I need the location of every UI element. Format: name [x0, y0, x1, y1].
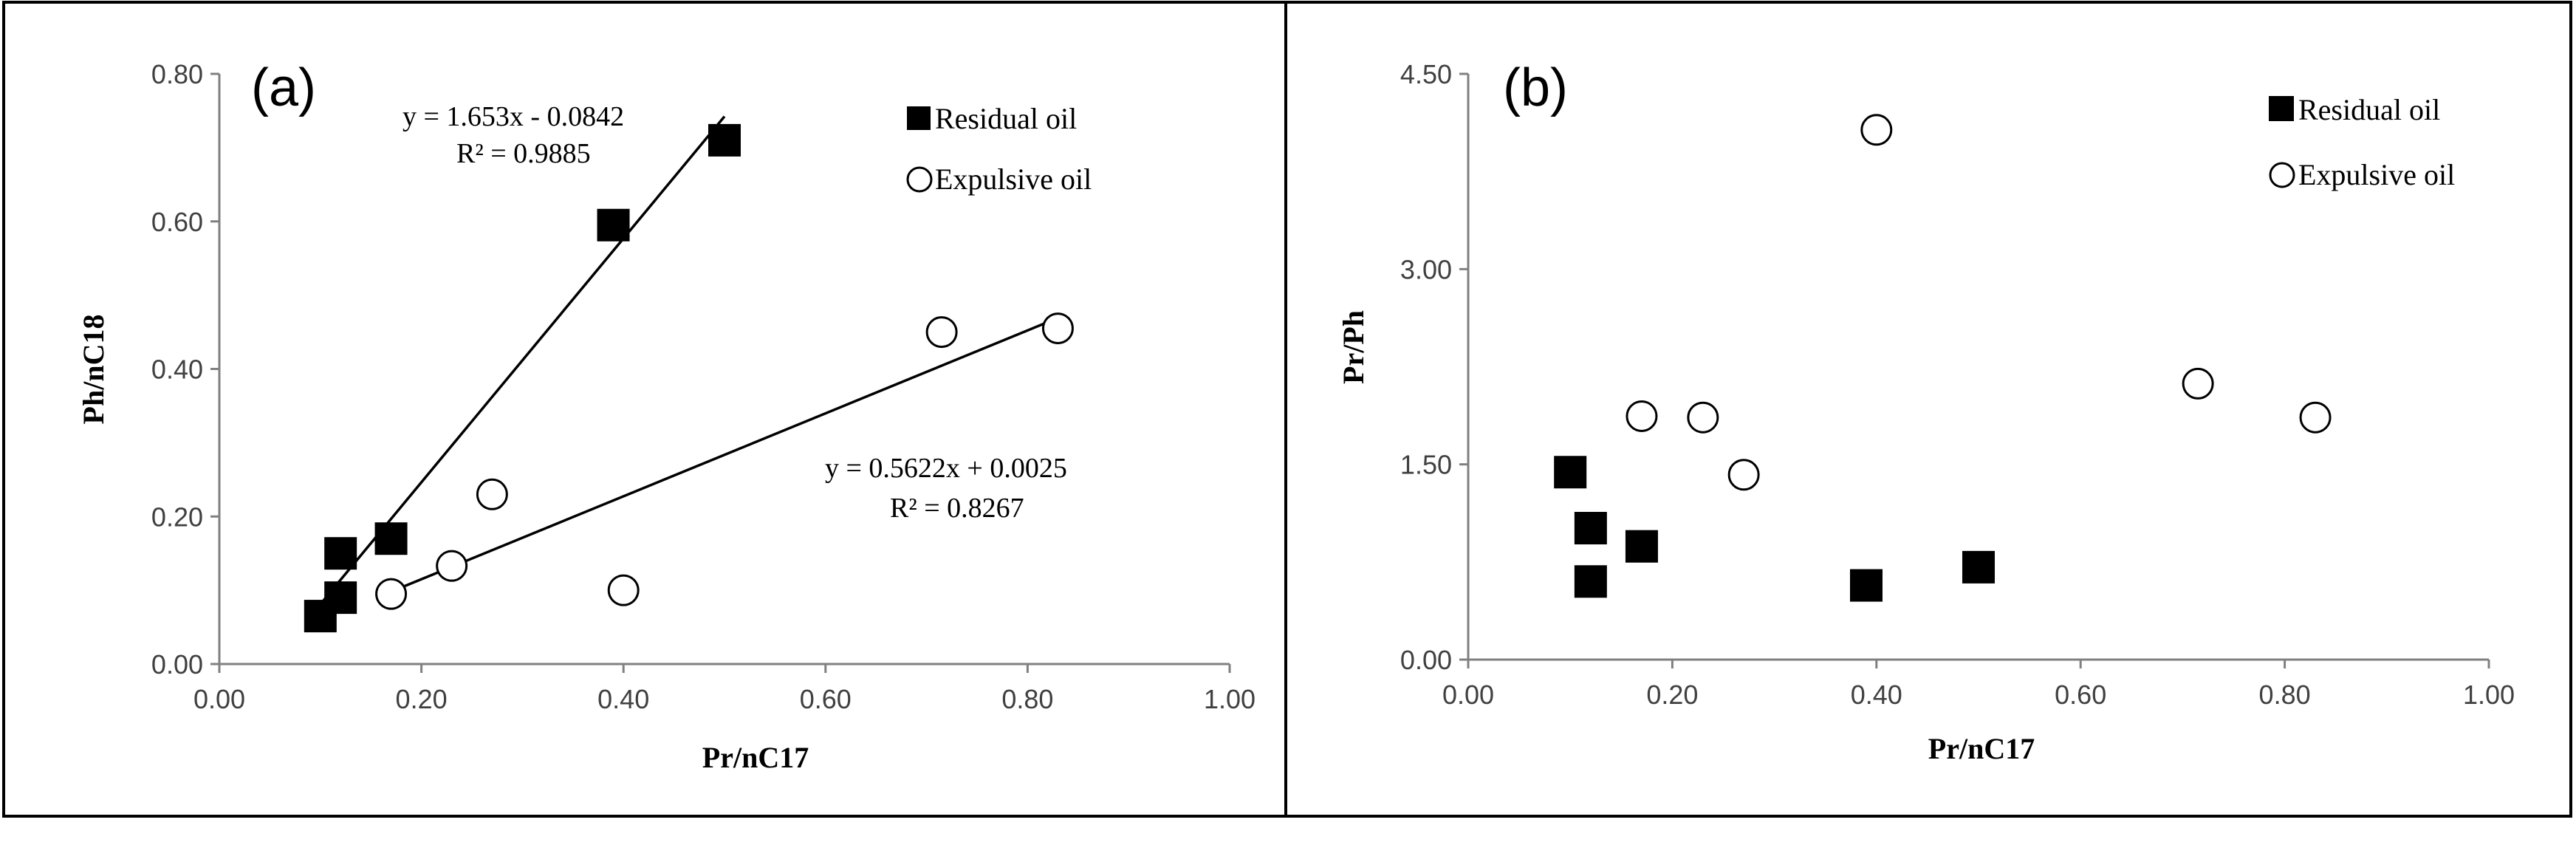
- legend-b-expulsive-marker: [2269, 162, 2295, 188]
- panel-a-y-tick-label: 0.20: [151, 502, 203, 532]
- panel-b-x-tick-label: 0.00: [1442, 680, 1494, 710]
- panel-b-y-tick-label: 3.00: [1400, 254, 1452, 284]
- legend-a-expulsive-marker: [906, 166, 933, 193]
- panel-b-expulsive-point: [1727, 459, 1760, 491]
- panel-a-y-tick-label: 0.60: [151, 207, 203, 237]
- panel-b-y-axis-title: Pr/Ph: [1337, 310, 1370, 384]
- panel-a-y-tick-label: 0.40: [151, 355, 203, 385]
- panel-b-residual-point: [1554, 456, 1587, 489]
- panel-a-x-tick-label: 0.80: [1001, 684, 1053, 714]
- panel-b-expulsive-point: [1687, 401, 1719, 434]
- panel-b-frame: [1284, 1, 2572, 818]
- panel-b-residual-point: [1574, 512, 1607, 545]
- panel-a-residual-point: [324, 581, 357, 615]
- panel-a-x-axis-title: Pr/nC17: [702, 741, 809, 774]
- panel-a-x-tick-label: 0.60: [800, 684, 852, 714]
- panel-b-x-tick-label: 0.20: [1646, 680, 1698, 710]
- panel-b-label: (b): [1503, 58, 1568, 117]
- panel-b: (b) Pr/nC17 Pr/Ph Residual oil Expulsive…: [1337, 58, 2515, 765]
- panel-b-x-axis-title: Pr/nC17: [1928, 732, 2035, 765]
- legend-b-residual-marker: [2269, 96, 2294, 121]
- panel-b-y-tick-label: 0.00: [1400, 645, 1452, 675]
- panel-b-residual-point: [1962, 550, 1995, 584]
- panel-a-residual-point: [708, 123, 741, 157]
- panel-a-residual-point: [597, 208, 630, 242]
- panel-b-residual-point: [1574, 565, 1607, 598]
- trendline-a2-r2: R² = 0.8267: [890, 493, 1024, 524]
- panel-b-x-tick-label: 0.40: [1851, 680, 1902, 710]
- panel-a-expulsive-point: [925, 316, 958, 349]
- panel-a-y-axis-title: Ph/nC18: [77, 315, 110, 425]
- panel-b-y-tick-label: 4.50: [1400, 59, 1452, 89]
- panel-a-x-tick-label: 0.20: [396, 684, 448, 714]
- panel-a-y-tick-label: 0.80: [151, 59, 203, 89]
- legend-b-expulsive-label: Expulsive oil: [2298, 158, 2455, 191]
- panel-b-x-tick-label: 0.60: [2055, 680, 2106, 710]
- panel-a-y-tick-label: 0.00: [151, 649, 203, 680]
- legend-a-residual-label: Residual oil: [935, 102, 1077, 135]
- panel-b-expulsive-point: [2182, 367, 2214, 400]
- panel-a-trendline-2: [390, 318, 1054, 593]
- panel-b-expulsive-point: [1860, 114, 1893, 146]
- panel-a-residual-point: [374, 522, 408, 555]
- panel-a-x-tick-label: 0.00: [193, 684, 245, 714]
- legend-b-residual-label: Residual oil: [2298, 93, 2440, 126]
- panel-b-residual-point: [1849, 569, 1883, 602]
- panel-a-expulsive-point: [436, 550, 468, 582]
- panel-a-frame: [2, 1, 1287, 818]
- panel-b-expulsive-point: [2299, 401, 2332, 434]
- panel-b-residual-point: [1625, 530, 1658, 563]
- panel-b-x-tick-label: 0.80: [2259, 680, 2311, 710]
- panel-b-y-tick-label: 1.50: [1400, 450, 1452, 480]
- panel-a-expulsive-point: [1041, 312, 1074, 345]
- panel-a-residual-point: [324, 537, 357, 570]
- panel-a-expulsive-point: [476, 478, 508, 510]
- panel-a-expulsive-point: [607, 574, 640, 606]
- legend-a-expulsive-label: Expulsive oil: [935, 162, 1092, 196]
- trendline-a2-equation: y = 0.5622x + 0.0025: [825, 453, 1067, 484]
- panel-a-x-tick-label: 1.00: [1204, 684, 1256, 714]
- panel-a: (a) Pr/nC17 Ph/nC18 Residual oil Expulsi…: [77, 58, 1256, 774]
- panel-a-x-tick-label: 0.40: [597, 684, 649, 714]
- panel-a-expulsive-point: [375, 578, 408, 610]
- panel-b-x-tick-label: 1.00: [2463, 680, 2515, 710]
- trendline-a1-r2: R² = 0.9885: [456, 138, 591, 169]
- panel-a-label: (a): [251, 58, 316, 117]
- trendline-a1-equation: y = 1.653x - 0.0842: [402, 101, 624, 132]
- legend-a-residual-marker: [907, 106, 931, 130]
- panel-b-expulsive-point: [1626, 400, 1658, 432]
